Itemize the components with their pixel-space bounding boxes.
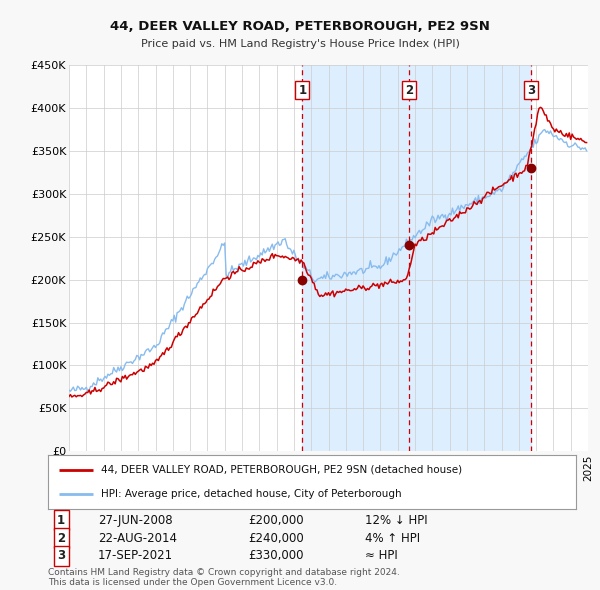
Text: 2: 2 bbox=[405, 84, 413, 97]
Text: 44, DEER VALLEY ROAD, PETERBOROUGH, PE2 9SN: 44, DEER VALLEY ROAD, PETERBOROUGH, PE2 … bbox=[110, 20, 490, 33]
Text: 1: 1 bbox=[298, 84, 307, 97]
Text: 27-JUN-2008: 27-JUN-2008 bbox=[98, 514, 173, 527]
Text: 2: 2 bbox=[57, 532, 65, 545]
Text: HPI: Average price, detached house, City of Peterborough: HPI: Average price, detached house, City… bbox=[101, 489, 401, 499]
Text: Contains HM Land Registry data © Crown copyright and database right 2024.: Contains HM Land Registry data © Crown c… bbox=[48, 568, 400, 577]
Text: £200,000: £200,000 bbox=[248, 514, 304, 527]
Text: This data is licensed under the Open Government Licence v3.0.: This data is licensed under the Open Gov… bbox=[48, 578, 337, 588]
Text: 3: 3 bbox=[57, 549, 65, 562]
Text: 1: 1 bbox=[57, 514, 65, 527]
Text: 44, DEER VALLEY ROAD, PETERBOROUGH, PE2 9SN (detached house): 44, DEER VALLEY ROAD, PETERBOROUGH, PE2 … bbox=[101, 465, 462, 475]
Text: 17-SEP-2021: 17-SEP-2021 bbox=[98, 549, 173, 562]
Text: 4% ↑ HPI: 4% ↑ HPI bbox=[365, 532, 420, 545]
Bar bbox=[302, 65, 531, 451]
Text: ≈ HPI: ≈ HPI bbox=[365, 549, 398, 562]
Text: 3: 3 bbox=[527, 84, 535, 97]
Text: £330,000: £330,000 bbox=[248, 549, 304, 562]
Text: 12% ↓ HPI: 12% ↓ HPI bbox=[365, 514, 427, 527]
Text: £240,000: £240,000 bbox=[248, 532, 304, 545]
Text: Price paid vs. HM Land Registry's House Price Index (HPI): Price paid vs. HM Land Registry's House … bbox=[140, 40, 460, 49]
Text: 22-AUG-2014: 22-AUG-2014 bbox=[98, 532, 177, 545]
